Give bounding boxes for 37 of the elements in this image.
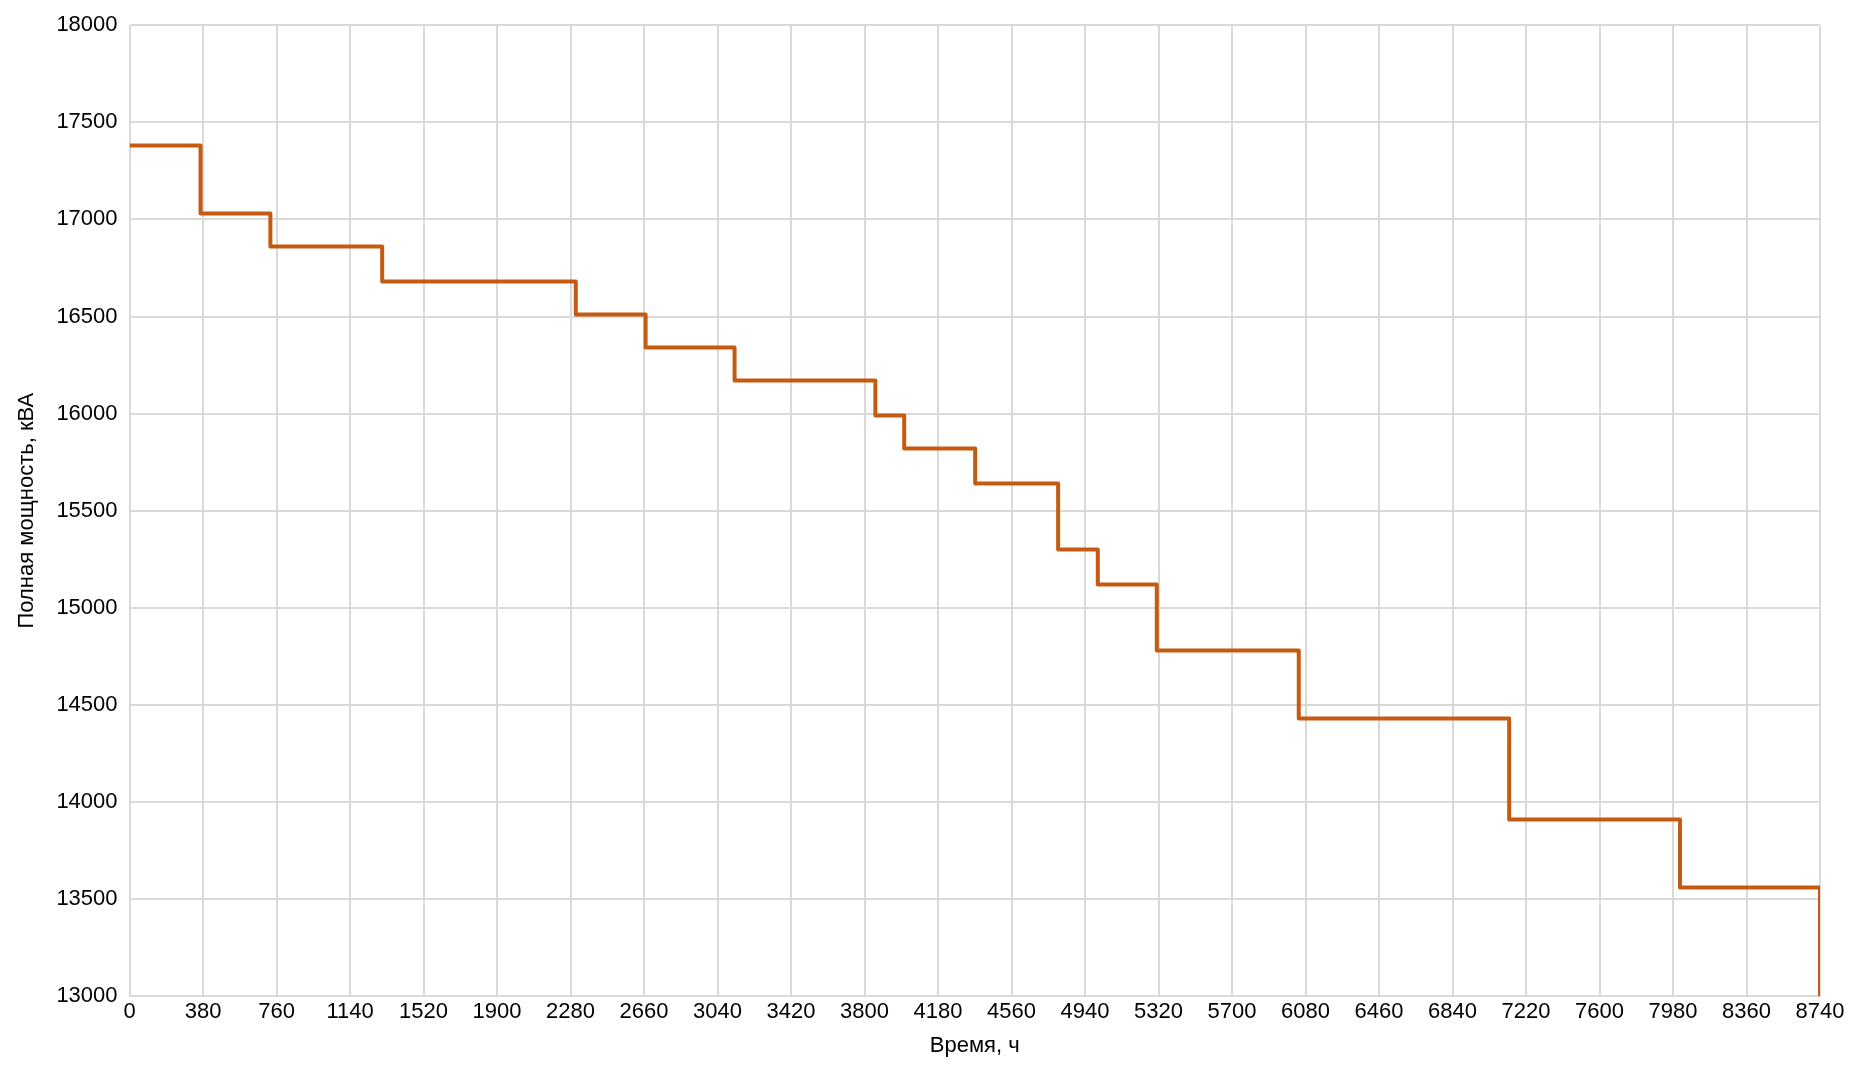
x-tick-label: 380 (184, 998, 222, 1024)
x-tick-label: 1140 (326, 998, 374, 1024)
y-tick-label: 14000 (56, 788, 118, 814)
x-tick-label: 4180 (913, 998, 963, 1024)
y-tick-label: 16500 (56, 302, 118, 328)
y-tick-label: 17000 (56, 205, 118, 231)
x-tick-label: 0 (123, 998, 136, 1024)
x-tick-label: 1900 (472, 998, 522, 1024)
x-tick-label: 2660 (619, 998, 669, 1024)
y-tick-label: 18000 (56, 11, 118, 37)
y-axis-title: Полная мощность, кВА (13, 392, 39, 629)
x-tick-label: 1520 (399, 998, 449, 1024)
x-tick-label: 6460 (1354, 998, 1404, 1024)
x-tick-label: 5320 (1134, 998, 1184, 1024)
x-tick-label: 6080 (1281, 998, 1330, 1024)
x-tick-label: 760 (258, 998, 295, 1024)
y-tick-label: 15000 (56, 593, 118, 619)
x-tick-label: 8360 (1722, 998, 1771, 1024)
x-tick-label: 7980 (1648, 998, 1698, 1024)
y-tick-label: 14500 (56, 690, 118, 716)
x-tick-label: 3800 (840, 998, 890, 1024)
y-tick-label: 16000 (56, 399, 118, 425)
x-tick-label: 4560 (987, 998, 1037, 1024)
y-tick-label: 13500 (56, 885, 118, 911)
y-tick-label: 17500 (56, 108, 118, 134)
y-tick-label: 15500 (56, 496, 118, 522)
x-tick-label: 5700 (1207, 998, 1257, 1024)
x-tick-label: 3040 (693, 998, 743, 1024)
x-tick-label: 8740 (1795, 998, 1845, 1024)
x-axis-title: Время, ч (929, 1031, 1020, 1057)
x-tick-label: 4940 (1060, 998, 1110, 1024)
x-tick-label: 6840 (1428, 998, 1477, 1024)
x-tick-label: 2280 (546, 998, 596, 1024)
y-tick-label: 13000 (56, 982, 118, 1008)
x-tick-label: 7220 (1501, 998, 1551, 1024)
x-tick-label: 3420 (766, 998, 816, 1024)
x-tick-label: 7600 (1575, 998, 1624, 1024)
